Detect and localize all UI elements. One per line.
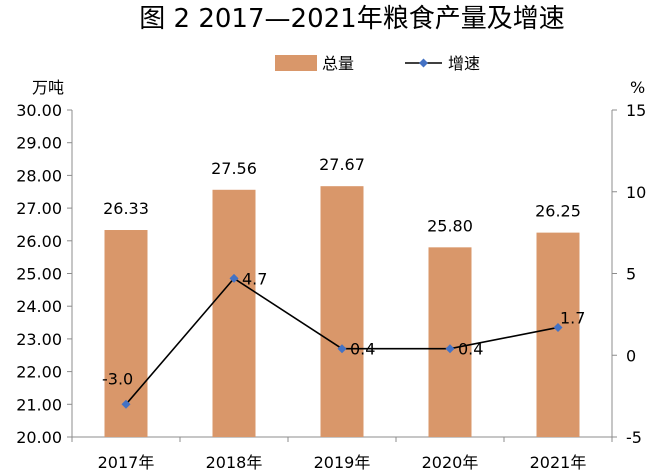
left-axis-unit-label: 万吨: [32, 78, 64, 97]
line-marker: [121, 399, 131, 409]
left-axis-tick-label: 21.00: [16, 395, 62, 414]
x-axis-label: 2021年: [530, 453, 587, 472]
right-axis-tick-label: -5: [626, 428, 642, 447]
x-axis-labels: 2017年 2018年 2019年 2020年 2021年: [98, 453, 587, 472]
bar: [428, 247, 472, 437]
line-data-label: 1.7: [560, 308, 585, 327]
right-axis-tick-label: 10: [626, 183, 646, 202]
x-axis-label: 2019年: [314, 453, 371, 472]
line-data-label: 0.4: [350, 340, 375, 359]
left-axis-tick-label: 28.00: [16, 166, 62, 185]
line-marker: [445, 344, 455, 354]
left-axis-tick-label: 30.00: [16, 101, 62, 120]
left-axis-tick-label: 26.00: [16, 232, 62, 251]
right-axis-tick-label: 15: [626, 101, 646, 120]
legend-swatch-bar: [275, 55, 317, 71]
legend: 总量 增速: [275, 54, 480, 73]
bar-data-labels: 26.33 27.56 27.67 25.80 26.25: [103, 155, 581, 235]
bar: [320, 186, 364, 437]
left-axis-tick-label: 29.00: [16, 134, 62, 153]
legend-label-total: 总量: [322, 54, 354, 73]
bar-data-label: 26.33: [103, 199, 149, 218]
line-marker: [337, 344, 347, 354]
bar: [212, 189, 256, 437]
line-series: [121, 273, 563, 409]
x-axis-label: 2018年: [206, 453, 263, 472]
left-axis-tick-label: 22.00: [16, 363, 62, 382]
line-data-label: -3.0: [102, 369, 133, 388]
line-marker: [553, 322, 563, 332]
chart-title: 图 2 2017—2021年粮食产量及增速: [139, 4, 564, 34]
legend-swatch-marker: [419, 58, 428, 68]
bar-data-label: 27.56: [211, 159, 257, 178]
left-axis-tick-label: 27.00: [16, 199, 62, 218]
bar-series: [104, 186, 580, 437]
line-data-labels: -3.0 4.7 0.4 0.4 1.7: [102, 269, 585, 388]
line-data-label: 4.7: [242, 269, 267, 288]
legend-label-growth: 增速: [448, 54, 480, 73]
axes: 20.00 21.00 22.00 23.00 24.00 25.00 26.00 27.00…: [16, 101, 646, 447]
left-axis-tick-label: 20.00: [16, 428, 62, 447]
line-marker: [229, 273, 239, 283]
left-axis-tick-label: 25.00: [16, 265, 62, 284]
x-axis-label: 2017年: [98, 453, 155, 472]
line-data-label: 0.4: [458, 340, 483, 359]
right-axis-tick-label: 5: [626, 265, 636, 284]
bar: [536, 232, 580, 437]
bar-data-label: 26.25: [535, 202, 581, 221]
x-axis-label: 2020年: [422, 453, 479, 472]
bar-data-label: 25.80: [427, 216, 473, 235]
right-axis-unit-label: %: [630, 78, 645, 97]
bar-data-label: 27.67: [319, 155, 365, 174]
left-axis-tick-label: 24.00: [16, 297, 62, 316]
right-axis-tick-label: 0: [626, 346, 636, 365]
left-axis-tick-label: 23.00: [16, 330, 62, 349]
